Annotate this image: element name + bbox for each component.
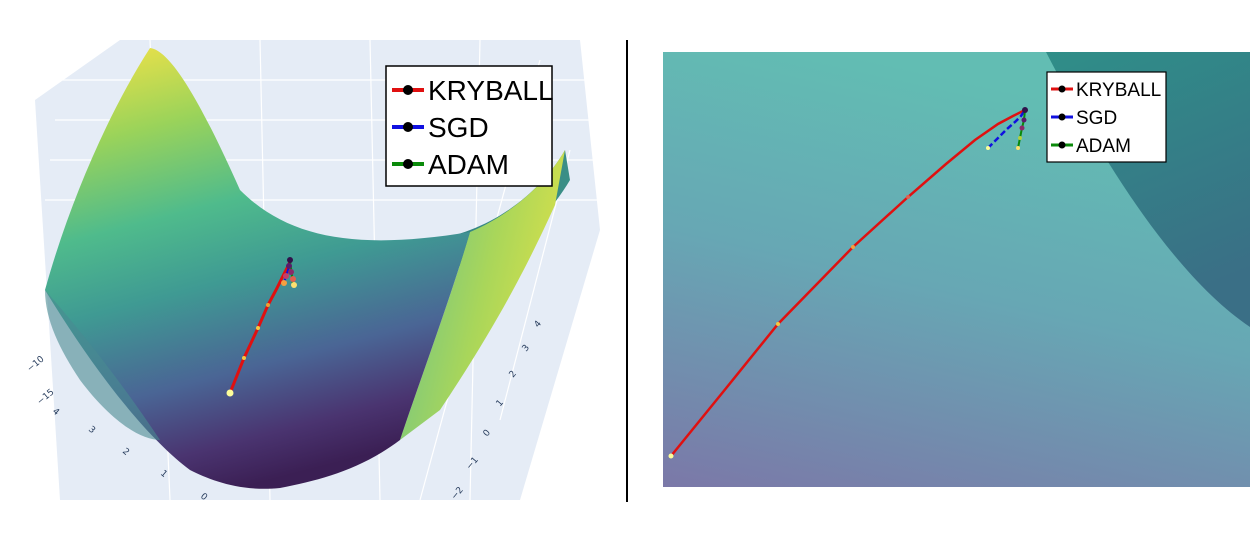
tick-label: 2 <box>120 447 131 458</box>
trajectory-point <box>266 303 270 307</box>
right-zoomed-chart: KRYBALL SGD ADAM <box>663 52 1250 487</box>
surface-left-fold <box>45 290 160 440</box>
tick-label: 1 <box>158 469 169 480</box>
axis-ticks-front: 4 3 2 1 0 <box>50 407 209 504</box>
legend-item-adam: ADAM <box>392 149 509 180</box>
legend-item-kryball: KRYBALL <box>1051 80 1161 101</box>
trajectory-point <box>906 195 910 199</box>
right-trajectories <box>668 107 1028 459</box>
trajectory-start-point <box>668 453 674 459</box>
trajectory-point <box>256 326 260 330</box>
trajectory-end-point <box>1022 107 1028 113</box>
surface-main <box>45 48 470 489</box>
left-legend: KRYBALL SGD ADAM <box>385 65 554 187</box>
tick-label: −10 <box>26 354 47 374</box>
right-chart-svg: KRYBALL SGD ADAM <box>663 52 1250 487</box>
legend-label: ADAM <box>1076 136 1131 157</box>
trajectory-point <box>1019 125 1025 131</box>
kryball-trajectory <box>228 261 292 394</box>
tick-label: 2 <box>508 369 519 380</box>
legend-item-adam: ADAM <box>1051 136 1131 157</box>
trajectory-point <box>291 282 297 288</box>
legend-item-sgd: SGD <box>392 112 489 143</box>
left-3d-surface-chart: −10 −15 4 3 2 1 0 4 3 2 1 0 −1 −2 KRYBAL… <box>0 0 620 533</box>
trajectory-end-point <box>287 257 293 263</box>
surface-right-side <box>400 150 565 440</box>
trajectory-point <box>281 280 287 286</box>
legend-label: SGD <box>1076 108 1117 129</box>
legend-item-sgd: SGD <box>1051 108 1117 129</box>
legend-label: KRYBALL <box>1076 80 1161 101</box>
trajectory-point <box>286 263 292 269</box>
tick-label: 0 <box>482 428 494 439</box>
left-trajectories <box>226 257 297 397</box>
sgd-trajectory <box>987 109 1027 149</box>
legend-label: KRYBALL <box>428 75 554 106</box>
legend-label: ADAM <box>428 149 509 180</box>
kryball-trajectory <box>670 108 1026 457</box>
tick-label: 3 <box>86 425 97 436</box>
tick-label: 3 <box>521 343 532 354</box>
trajectory-start-point <box>226 389 234 397</box>
trajectory-point <box>1021 117 1027 123</box>
tick-label: 1 <box>495 398 506 409</box>
trajectory-point <box>288 269 294 275</box>
trajectory-point <box>986 146 990 150</box>
trajectory-point <box>851 245 855 249</box>
left-chart-svg: −10 −15 4 3 2 1 0 4 3 2 1 0 −1 −2 KRYBAL… <box>26 39 600 504</box>
trajectory-point <box>1018 136 1022 140</box>
tick-label: 0 <box>198 492 209 504</box>
trajectory-point <box>1016 146 1020 150</box>
trajectory-point <box>283 273 289 279</box>
legend-label: SGD <box>428 112 489 143</box>
right-legend: KRYBALL SGD ADAM <box>1046 71 1167 163</box>
panel-divider <box>626 40 628 502</box>
tick-label: 4 <box>50 407 61 419</box>
trajectory-point <box>290 276 296 282</box>
legend-item-kryball: KRYBALL <box>392 75 554 106</box>
tick-label: 4 <box>533 319 545 330</box>
trajectory-point <box>776 322 780 326</box>
trajectory-point <box>242 356 246 360</box>
